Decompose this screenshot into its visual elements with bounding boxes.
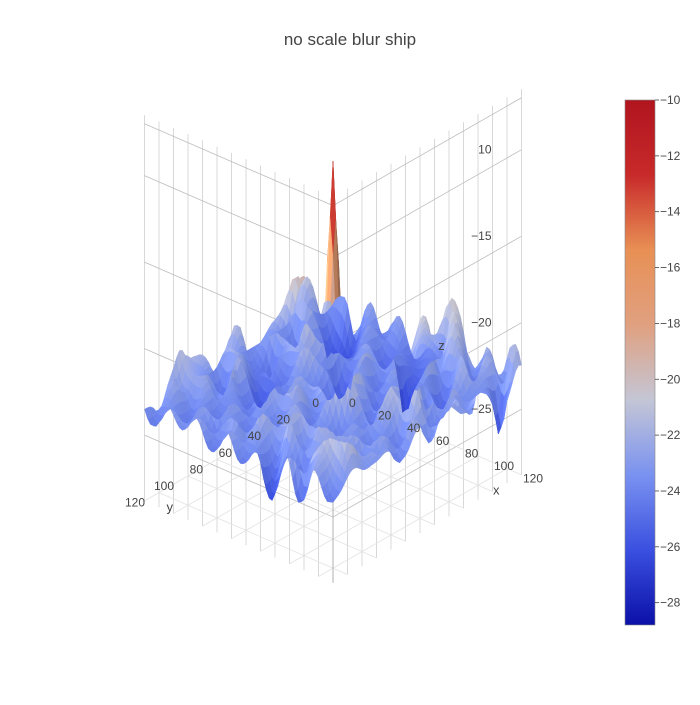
y-tick-label: 0 bbox=[312, 396, 319, 410]
y-tick-label: 60 bbox=[219, 446, 233, 460]
y-axis-title: y bbox=[167, 500, 174, 515]
colorbar-tick-label: −24 bbox=[660, 484, 681, 498]
x-tick-label: 80 bbox=[465, 446, 479, 460]
grid-line bbox=[159, 493, 348, 575]
colorbar-tick-label: −22 bbox=[660, 428, 681, 442]
colorbar-tick-label: −12 bbox=[660, 149, 681, 163]
colorbar-tick-label: −18 bbox=[660, 316, 681, 330]
y-tick-label: 40 bbox=[248, 429, 262, 443]
y-tick-label: 80 bbox=[190, 462, 204, 476]
x-tick-label: 0 bbox=[349, 396, 356, 410]
colorbar-tick-label: −14 bbox=[660, 205, 681, 219]
x-tick-label: 40 bbox=[407, 421, 421, 435]
chart-title: no scale blur ship bbox=[0, 30, 700, 50]
grid-line bbox=[145, 176, 334, 258]
x-axis-title: x bbox=[493, 483, 500, 498]
colorbar-tick-label: −16 bbox=[660, 261, 681, 275]
y-tick-label: 100 bbox=[154, 479, 174, 493]
z-axis-title: z bbox=[438, 338, 445, 353]
grid-line bbox=[145, 124, 334, 206]
grid-line bbox=[319, 469, 508, 577]
grid-line bbox=[333, 98, 522, 206]
x-tick-label: 20 bbox=[378, 409, 392, 423]
z-tick-label: −20 bbox=[471, 316, 492, 330]
y-tick-label: 20 bbox=[277, 413, 291, 427]
colorbar-tick-label: −20 bbox=[660, 372, 681, 386]
colorbar: −10 −12 −14 −16 −18 −20 −22 −24 −26 −28 bbox=[625, 93, 681, 625]
grid-line bbox=[188, 476, 377, 558]
grid-line bbox=[333, 150, 522, 258]
x-tick-label: 100 bbox=[494, 459, 514, 473]
colorbar-tick-label: −28 bbox=[660, 596, 681, 610]
z-tick-label: −15 bbox=[471, 229, 492, 243]
z-tick-label: 10 bbox=[478, 143, 492, 157]
z-tick-label: −25 bbox=[471, 402, 492, 416]
y-tick-label: 120 bbox=[125, 496, 145, 510]
x-tick-label: 60 bbox=[436, 434, 450, 448]
colorbar-tick-label: −26 bbox=[660, 540, 681, 554]
x-tick-label: 120 bbox=[523, 472, 543, 486]
colorbar-gradient bbox=[625, 100, 655, 625]
colorbar-tick-label: −10 bbox=[660, 93, 681, 107]
